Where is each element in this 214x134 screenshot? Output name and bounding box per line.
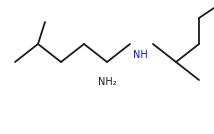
Text: NH: NH (133, 50, 147, 60)
Text: NH₂: NH₂ (98, 77, 116, 87)
